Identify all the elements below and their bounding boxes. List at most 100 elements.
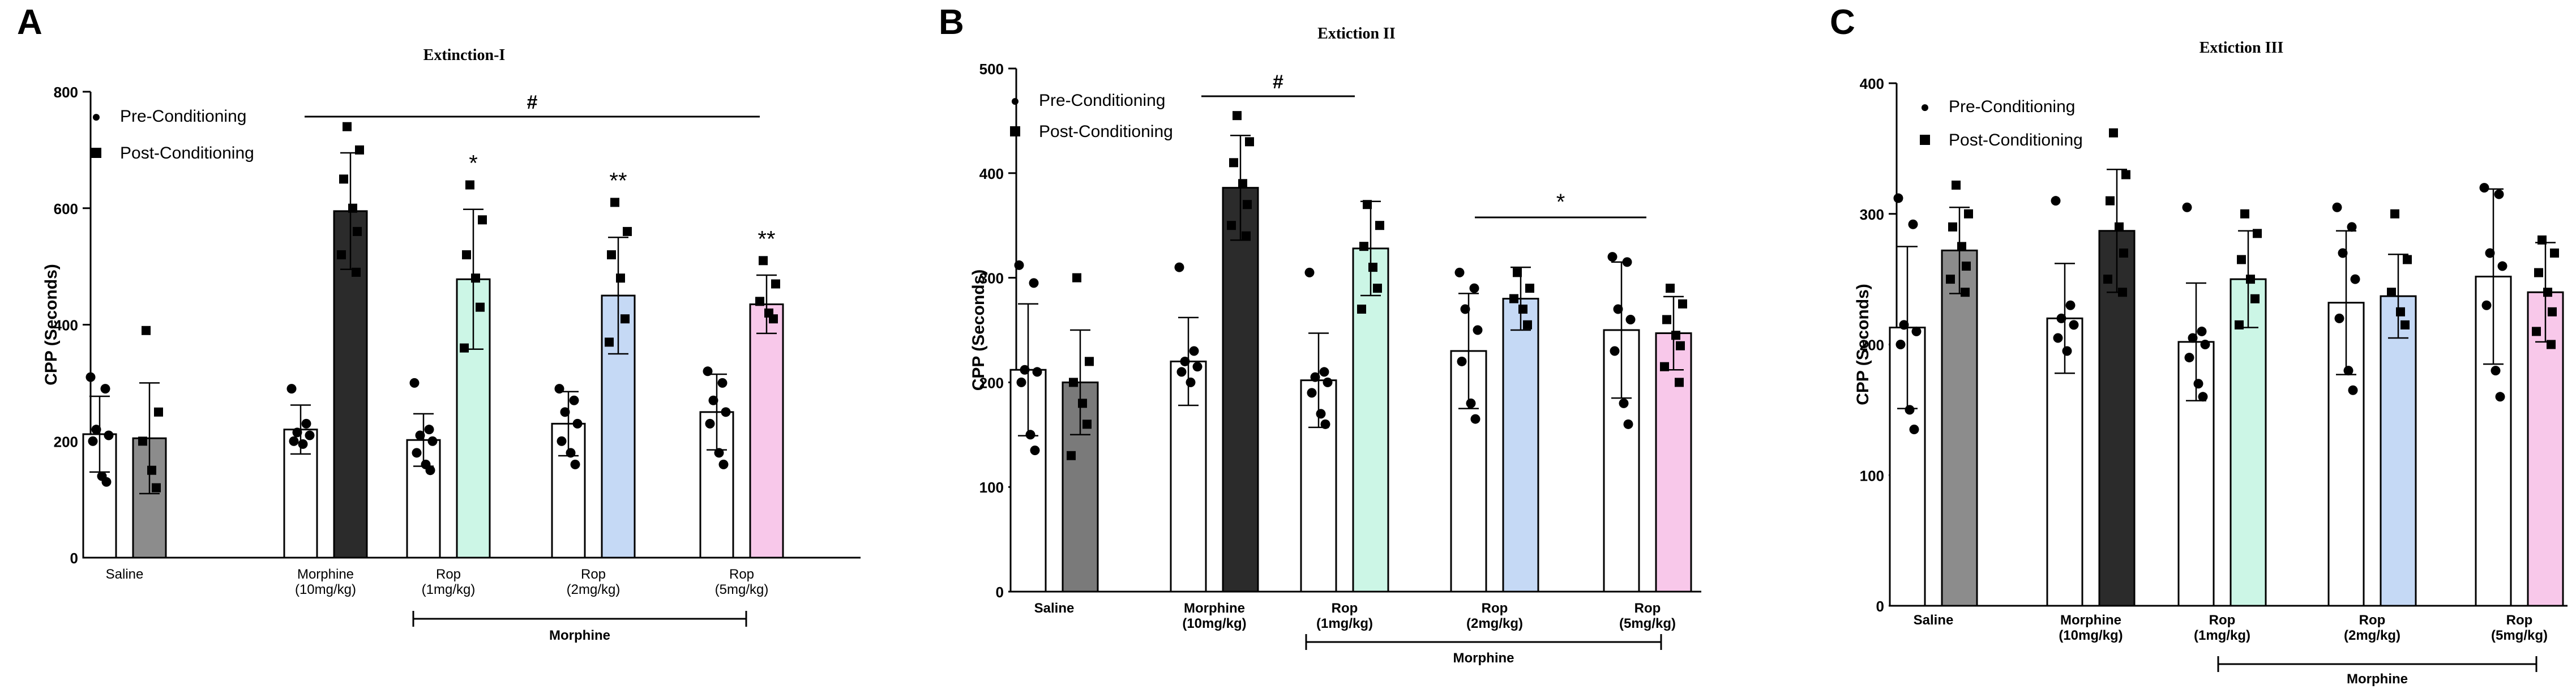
data-point-pre: [409, 378, 420, 388]
data-point-post: [1078, 399, 1087, 408]
data-point-post: [1525, 284, 1534, 293]
significance-star: **: [609, 168, 627, 193]
data-point-post: [1242, 231, 1251, 241]
data-point-pre: [708, 395, 718, 405]
data-point-pre: [1030, 446, 1040, 456]
data-point-post: [1067, 451, 1076, 460]
category-label: Rop: [436, 567, 461, 582]
data-point-pre: [2182, 202, 2192, 212]
data-point-post: [2538, 235, 2547, 245]
category-label: (10mg/kg): [2059, 628, 2123, 643]
legend-marker-pre: ●: [1920, 98, 1930, 115]
data-point-pre: [1610, 346, 1620, 356]
data-point-post: [2396, 307, 2405, 316]
category-label: Rop: [729, 567, 754, 582]
category-label: Rop: [1482, 601, 1508, 616]
data-point-post: [1952, 180, 1961, 190]
data-point-post: [2550, 248, 2559, 258]
category-label: (2mg/kg): [567, 582, 621, 597]
data-point-post: [2121, 170, 2130, 179]
data-point-pre: [2338, 248, 2348, 258]
data-point-pre: [2343, 366, 2354, 376]
data-point-pre: [415, 430, 425, 440]
data-point-post: [621, 314, 630, 324]
data-point-pre: [286, 384, 297, 394]
y-tick-label: 100: [1860, 467, 1884, 484]
category-label: Rop: [2359, 613, 2386, 628]
data-point-pre: [1186, 377, 1196, 387]
data-point-pre: [2065, 300, 2076, 310]
data-point-post: [1964, 209, 1973, 219]
data-point-post: [348, 203, 357, 213]
data-point-pre: [2332, 202, 2342, 212]
y-tick-label: 300: [1860, 206, 1884, 223]
category-label: Rop: [2506, 613, 2533, 628]
data-point-pre: [2062, 346, 2072, 356]
data-point-post: [1233, 111, 1242, 121]
data-point-post: [1948, 222, 1957, 232]
data-point-pre: [572, 418, 583, 429]
data-point-post: [1227, 221, 1236, 230]
data-point-pre: [289, 436, 299, 446]
morphine-bracket-label: Morphine: [1453, 651, 1514, 666]
bar-post: [2098, 230, 2136, 607]
data-point-pre: [425, 465, 435, 476]
significance-star: **: [758, 226, 775, 251]
data-point-post: [1957, 242, 1966, 251]
data-point-pre: [1893, 193, 1903, 203]
data-point-post: [2400, 320, 2410, 329]
data-point-post: [2119, 248, 2128, 258]
data-point-pre: [2494, 189, 2504, 199]
data-point-pre: [1623, 419, 1633, 429]
y-tick-label: 100: [979, 479, 1004, 496]
morphine-bracket-label: Morphine: [2347, 671, 2408, 687]
category-label: Saline: [106, 567, 144, 582]
data-point-pre: [1304, 267, 1315, 277]
data-point-pre: [560, 407, 570, 417]
legend-marker-pre: ●: [92, 108, 101, 125]
data-point-post: [2547, 340, 2556, 349]
data-point-post: [1373, 284, 1382, 293]
bar-post: [1222, 187, 1259, 593]
data-point-pre: [1909, 424, 1919, 434]
legend-marker-post: [1010, 126, 1020, 136]
data-point-pre: [1619, 398, 1629, 408]
data-point-pre: [2193, 379, 2203, 389]
data-point-post: [2250, 294, 2260, 303]
data-point-pre: [717, 378, 728, 388]
chart-panel-a: A Extinction-I 0 200 400 600 800 CPP (Seconds) ●…: [17, 3, 861, 643]
category-label: (10mg/kg): [295, 582, 356, 597]
bar-post: [1655, 332, 1692, 593]
data-point-pre: [1470, 414, 1480, 424]
data-point-post: [2548, 307, 2557, 316]
data-point-post: [1368, 263, 1377, 272]
data-point-post: [1676, 341, 1685, 350]
data-point-pre: [1176, 367, 1187, 377]
data-point-pre: [1180, 356, 1190, 366]
data-point-post: [2240, 209, 2249, 219]
data-point-post: [2106, 196, 2115, 206]
category-label: (5mg/kg): [715, 582, 769, 597]
data-point-post: [355, 145, 364, 155]
category-label: (10mg/kg): [1182, 616, 1246, 631]
data-point-post: [142, 326, 151, 335]
chart-title: Extiction III: [2200, 39, 2284, 57]
y-tick-label: 0: [70, 550, 78, 567]
category-label: Morphine: [1184, 601, 1245, 616]
data-point-pre: [1025, 430, 1035, 440]
data-point-post: [1069, 378, 1078, 387]
data-point-post: [465, 180, 474, 190]
data-point-pre: [1307, 388, 1317, 398]
data-point-pre: [1899, 320, 1909, 330]
data-point-post: [1660, 362, 1669, 371]
morphine-bracket-label: Morphine: [549, 628, 610, 643]
data-point-post: [1513, 268, 1522, 277]
data-point-pre: [85, 372, 96, 382]
chart-title: Extinction-I: [423, 46, 506, 64]
data-point-pre: [1607, 252, 1618, 262]
data-point-pre: [100, 384, 110, 394]
data-point-pre: [2334, 313, 2344, 323]
data-point-pre: [1454, 267, 1465, 277]
bar-pre: [2327, 302, 2365, 607]
data-point-pre: [1473, 325, 1483, 335]
